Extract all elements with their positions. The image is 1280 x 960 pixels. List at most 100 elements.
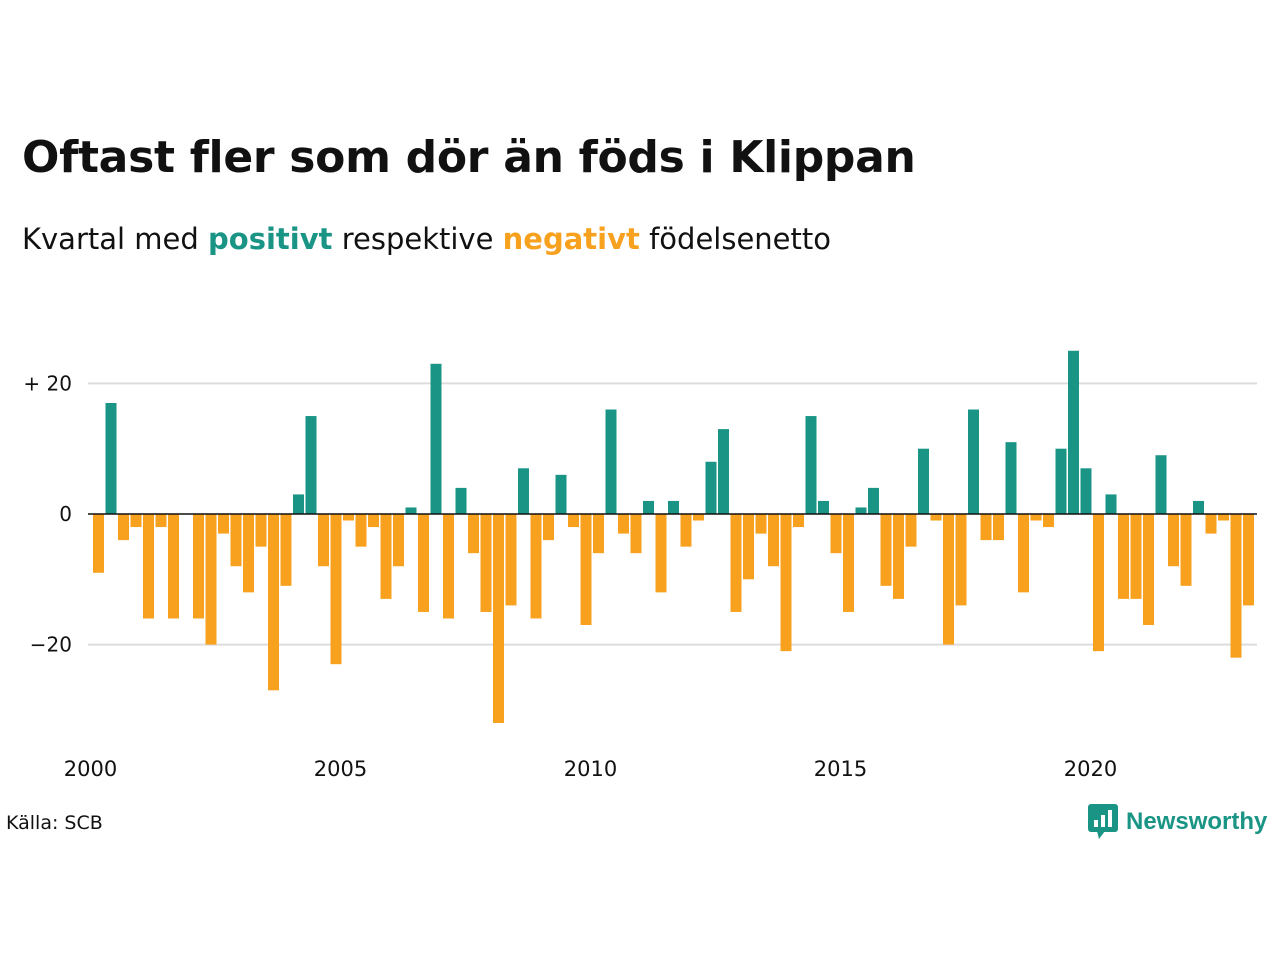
bar-chart: + 20 0 −20 2000 2005 2010 2015 2020 [23, 350, 1257, 781]
bar [593, 514, 604, 554]
bar [205, 514, 217, 645]
bar [743, 514, 754, 580]
bar [930, 514, 942, 521]
bar [430, 363, 442, 514]
bar [580, 514, 592, 626]
subtitle-middle: respektive [341, 222, 494, 256]
x-tick-label: 2015 [814, 757, 867, 781]
bar [1030, 514, 1042, 521]
subtitle-positive-word: positivt [208, 222, 333, 256]
bar [1093, 514, 1104, 652]
bar [1205, 514, 1217, 534]
bar [193, 514, 204, 619]
grid-lines [88, 382, 1257, 646]
bar [1193, 500, 1204, 514]
bar [143, 514, 154, 619]
subtitle-suffix: födelsenetto [649, 222, 831, 256]
y-tick-label: 0 [59, 502, 72, 526]
chart-subtitle: Kvartal med positivt respektive negativt… [22, 222, 831, 256]
bar [1105, 494, 1117, 514]
bar [1143, 514, 1154, 626]
x-tick-label: 2010 [564, 757, 617, 781]
bar [830, 514, 842, 554]
bar [418, 514, 429, 612]
bar [905, 514, 917, 547]
bar [793, 514, 804, 528]
bar [855, 507, 867, 514]
bar [230, 514, 242, 567]
bar [543, 514, 554, 541]
bar [980, 514, 992, 541]
bar [368, 514, 379, 528]
bar [155, 514, 167, 528]
bar [443, 514, 454, 619]
bar [293, 494, 304, 514]
bar [518, 468, 529, 514]
bar [130, 514, 142, 528]
bar [255, 514, 267, 547]
y-tick-label: −20 [30, 633, 72, 657]
bar [355, 514, 367, 547]
bar [493, 514, 504, 723]
bar [780, 514, 792, 652]
bar [618, 514, 629, 534]
bar [1055, 448, 1067, 514]
bar [268, 514, 279, 691]
bar [93, 514, 104, 573]
bar [1218, 514, 1229, 521]
bar [730, 514, 742, 612]
bar [755, 514, 767, 534]
bar [480, 514, 492, 612]
bar [218, 514, 229, 534]
bar [530, 514, 542, 619]
newsworthy-brand[interactable]: Newsworthy [1088, 802, 1267, 842]
bar [805, 416, 817, 514]
bar [1230, 514, 1242, 658]
bar [893, 514, 904, 599]
subtitle-prefix: Kvartal med [22, 222, 199, 256]
bar [468, 514, 479, 554]
bar [393, 514, 404, 567]
bar [643, 500, 654, 514]
bar [305, 416, 317, 514]
subtitle-negative-word: negativt [502, 222, 640, 256]
bar [280, 514, 292, 586]
bar [1005, 442, 1017, 514]
bar [243, 514, 254, 593]
bar [343, 514, 354, 521]
bar [818, 500, 829, 514]
bar [693, 514, 704, 521]
x-tick-label: 2000 [64, 757, 117, 781]
bar [1080, 468, 1092, 514]
bar-series [93, 350, 1254, 723]
bar [630, 514, 642, 554]
bar [1018, 514, 1029, 593]
bar [843, 514, 854, 612]
bar [655, 514, 667, 593]
bar [1118, 514, 1129, 599]
bar [955, 514, 967, 606]
bar [405, 507, 417, 514]
bar [505, 514, 517, 606]
bar [993, 514, 1004, 541]
bar [1168, 514, 1179, 567]
bar [1155, 455, 1167, 514]
bar [1068, 350, 1079, 514]
bar [718, 429, 729, 514]
source-note: Källa: SCB [6, 812, 103, 834]
bar [918, 448, 929, 514]
bar [868, 487, 879, 514]
y-tick-label: + 20 [23, 371, 72, 395]
bar [1043, 514, 1054, 528]
bar [118, 514, 129, 541]
bar [705, 461, 717, 514]
bar [168, 514, 179, 619]
axis-labels: + 20 0 −20 2000 2005 2010 2015 2020 [23, 371, 1117, 781]
bar [1243, 514, 1254, 606]
bar [1180, 514, 1192, 586]
bar [555, 474, 567, 514]
bar [768, 514, 779, 567]
bar [105, 402, 117, 514]
newsworthy-logo-icon [1088, 804, 1118, 839]
bar [680, 514, 692, 547]
